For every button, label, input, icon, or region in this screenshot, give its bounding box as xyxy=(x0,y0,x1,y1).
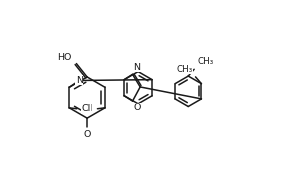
Text: HO: HO xyxy=(57,53,71,62)
Text: CH₃: CH₃ xyxy=(197,57,214,66)
Text: O: O xyxy=(84,130,91,139)
Text: Cl: Cl xyxy=(84,104,93,113)
Text: Cl: Cl xyxy=(82,104,91,113)
Text: CH₃: CH₃ xyxy=(176,65,193,74)
Text: N: N xyxy=(133,63,140,72)
Text: N: N xyxy=(76,76,83,85)
Text: O: O xyxy=(133,103,141,112)
